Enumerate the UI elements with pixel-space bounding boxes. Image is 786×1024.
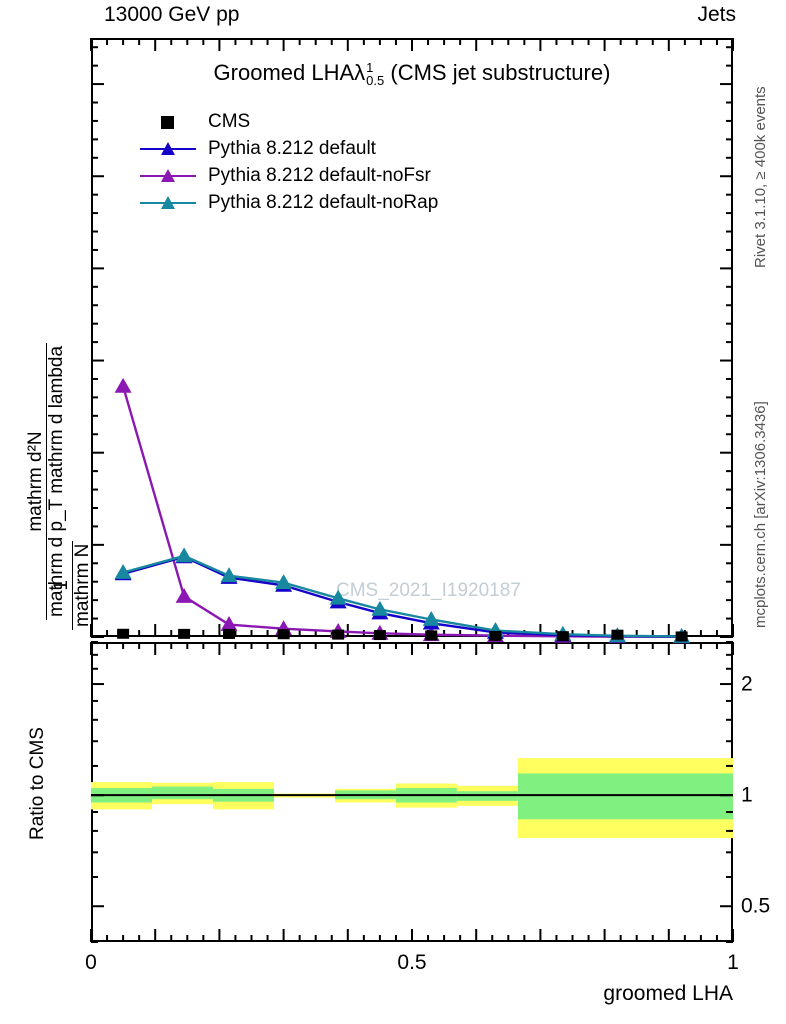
square-marker-icon — [161, 115, 174, 129]
plot-title-main: Groomed LHA — [213, 60, 355, 85]
analysis-id-watermark: CMS_2021_I1920187 — [336, 580, 521, 601]
x-tick-label: 0 — [85, 951, 97, 974]
legend-label-cms: CMS — [208, 110, 251, 132]
legend-key-cms — [140, 112, 196, 132]
plot-title-lambda: λ — [354, 60, 366, 85]
credit-mcplots: mcplots.cern.ch [arXiv:1306.3436] — [752, 401, 769, 628]
legend-entry-pythia-default[interactable]: Pythia 8.212 default — [140, 135, 438, 162]
ratio-plot-frame — [91, 642, 733, 942]
triangle-marker-icon — [161, 141, 175, 155]
y-axis-tick-labels-main: 0100002000030000400005000060000 — [0, 0, 88, 1024]
plot-title: Groomed LHAλ 1 0.5 (CMS jet substructure… — [91, 60, 733, 87]
triangle-marker-icon — [161, 195, 175, 209]
y-tick-label-ratio-right: 2 — [741, 672, 753, 696]
y-tick-label-ratio-right: 0.5 — [741, 894, 771, 918]
plot-title-lambda-indices: 1 0.5 — [366, 61, 384, 88]
legend-entry-pythia-norap[interactable]: Pythia 8.212 default-noRap — [140, 189, 438, 216]
y-tick-label-ratio-right: 1 — [741, 783, 753, 807]
legend-key-pythia-default — [140, 139, 196, 159]
header-analysis-category: Jets — [697, 3, 736, 26]
legend: CMS Pythia 8.212 default Pythia 8.212 de… — [140, 108, 438, 216]
x-tick-label: 0.5 — [397, 951, 427, 974]
legend-entry-pythia-nofsr[interactable]: Pythia 8.212 default-noFsr — [140, 162, 438, 189]
credit-rivet: Rivet 3.1.10, ≥ 400k events — [752, 86, 769, 268]
plot-title-tail: (CMS jet substructure) — [390, 60, 611, 85]
x-tick-label: 1 — [727, 951, 739, 974]
x-axis-title: groomed LHA — [603, 982, 733, 1005]
legend-key-pythia-norap — [140, 193, 196, 213]
legend-label-pythia-norap: Pythia 8.212 default-noRap — [208, 191, 439, 213]
legend-entry-cms[interactable]: CMS — [140, 108, 438, 135]
plot-title-superscript: 1 — [366, 59, 374, 75]
legend-label-pythia-default: Pythia 8.212 default — [208, 137, 376, 159]
triangle-marker-icon — [161, 168, 175, 182]
header-beam-energy: 13000 GeV pp — [104, 3, 240, 26]
plot-title-subscript: 0.5 — [366, 73, 385, 89]
legend-label-pythia-nofsr: Pythia 8.212 default-noFsr — [208, 164, 431, 186]
legend-key-pythia-nofsr — [140, 166, 196, 186]
